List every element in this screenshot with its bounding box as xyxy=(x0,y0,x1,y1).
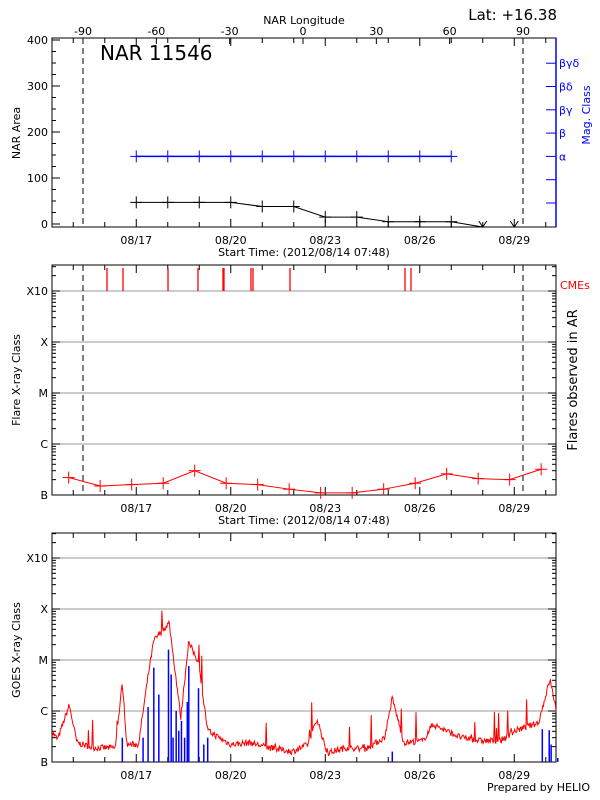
y-tick-label: C xyxy=(40,705,48,718)
y-tick-label: C xyxy=(40,438,48,451)
y-tick-label: X10 xyxy=(26,552,48,565)
y-tick-label: B xyxy=(40,756,48,769)
y-tick-label: X xyxy=(40,603,48,616)
top-tick-label: 90 xyxy=(516,25,530,38)
p3-ylabel: GOES X-ray Class xyxy=(10,602,23,698)
x-tick-label: 08/23 xyxy=(309,234,341,247)
y-tick-label: 100 xyxy=(27,172,48,185)
p3-frame xyxy=(51,532,557,763)
top-tick-label: 0 xyxy=(300,25,307,38)
latitude-label: Lat: +16.38 xyxy=(468,6,557,24)
p1-right-label: Mag. Class xyxy=(580,85,593,144)
missing-area-arrow xyxy=(509,220,519,228)
x-tick-label: 08/23 xyxy=(309,502,341,515)
p2-right-label: Flares observed in AR xyxy=(566,309,581,450)
top-tick-label: -30 xyxy=(221,25,239,38)
top-tick-label: 30 xyxy=(369,25,383,38)
y-tick-label: X xyxy=(40,336,48,349)
missing-area-arrow xyxy=(478,220,488,228)
region-title: NAR 11546 xyxy=(100,41,213,65)
y-tick-label: 200 xyxy=(27,126,48,139)
x-tick-label: 08/17 xyxy=(120,234,152,247)
x-tick-label: 08/29 xyxy=(498,502,530,515)
x-tick-label: 08/29 xyxy=(498,769,530,782)
y-tick-label: X10 xyxy=(26,285,48,298)
y-tick-label: M xyxy=(39,654,49,667)
goes-long-curve xyxy=(51,610,557,757)
top-axis-label: NAR Longitude xyxy=(263,14,345,27)
y-tick-label: 400 xyxy=(27,34,48,47)
top-tick-label: -60 xyxy=(147,25,165,38)
p1-xlabel: Start Time: (2012/08/14 07:48) xyxy=(218,246,390,259)
x-tick-label: 08/17 xyxy=(120,769,152,782)
y-tick-label: 0 xyxy=(41,218,48,231)
p2-ylabel: Flare X-ray Class xyxy=(10,334,23,426)
mag-tick-label: α xyxy=(559,150,566,163)
x-tick-label: 08/20 xyxy=(215,769,247,782)
x-tick-label: 08/20 xyxy=(215,502,247,515)
x-tick-label: 08/26 xyxy=(404,234,436,247)
y-tick-label: B xyxy=(40,489,48,502)
x-tick-label: 08/20 xyxy=(215,234,247,247)
cme-label: CMEs xyxy=(560,279,590,292)
x-tick-label: 08/29 xyxy=(498,234,530,247)
flare-line xyxy=(68,468,542,494)
y-tick-label: 300 xyxy=(27,80,48,93)
y-tick-label: M xyxy=(39,387,49,400)
p2-frame xyxy=(51,264,557,496)
x-tick-label: 08/26 xyxy=(404,769,436,782)
mag-tick-label: βγδ xyxy=(559,57,580,70)
p1-ylabel: NAR Area xyxy=(10,107,23,159)
mag-tick-label: β xyxy=(559,127,566,140)
x-tick-label: 08/26 xyxy=(404,502,436,515)
mag-tick-label: βδ xyxy=(559,81,573,94)
p1-frame xyxy=(51,37,557,228)
top-tick-label: 60 xyxy=(443,25,457,38)
p2-xlabel: Start Time: (2012/08/14 07:48) xyxy=(218,514,390,527)
x-tick-label: 08/23 xyxy=(309,769,341,782)
credit: Prepared by HELIO xyxy=(487,781,590,794)
area-line xyxy=(136,201,483,228)
top-tick-label: -90 xyxy=(74,25,92,38)
mag-tick-label: βγ xyxy=(559,104,573,117)
x-tick-label: 08/17 xyxy=(120,502,152,515)
